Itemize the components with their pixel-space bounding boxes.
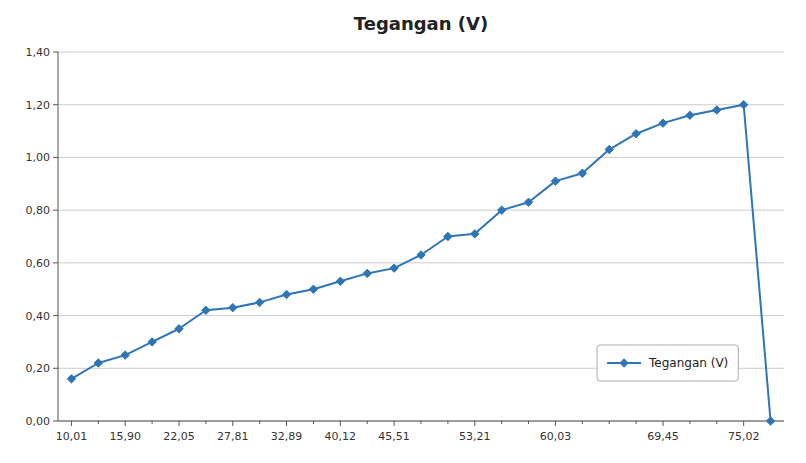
title: Tegangan (V) — [354, 13, 488, 34]
x-tick-label: 60,03 — [540, 430, 572, 443]
point — [444, 232, 452, 240]
x-minor-tick — [259, 421, 260, 424]
point — [229, 303, 237, 311]
grid-line — [58, 157, 784, 158]
point — [175, 325, 183, 333]
y-tick — [53, 52, 58, 53]
x-tick — [340, 421, 341, 426]
x-minor-tick — [501, 421, 502, 424]
y-axis-line — [58, 52, 59, 421]
point — [578, 169, 586, 177]
y-tick-label: 0,00 — [26, 415, 51, 428]
point — [94, 359, 102, 367]
x-minor-tick — [313, 421, 314, 424]
x-tick — [394, 421, 395, 426]
point — [202, 306, 210, 314]
point — [363, 269, 371, 277]
grid-line — [58, 315, 784, 316]
x-minor-tick — [98, 421, 99, 424]
chart: Tegangan (V) 0,00 0,20 0,40 0,60 0,80 1,00 1,20… — [0, 0, 806, 463]
point — [497, 206, 505, 214]
legend-label: Tegangan (V) — [648, 356, 728, 370]
x-tick-label: 75,02 — [728, 430, 760, 443]
x-tick-label: 53,21 — [459, 430, 491, 443]
y-tick — [53, 421, 58, 422]
y-tick — [53, 262, 58, 263]
y-tick — [53, 368, 58, 369]
point — [417, 251, 425, 259]
y-tick-label: 0,60 — [26, 257, 51, 270]
legend-marker — [620, 359, 628, 367]
point — [605, 145, 613, 153]
point — [524, 198, 532, 206]
x-tick — [286, 421, 287, 426]
y-tick-label: 0,20 — [26, 362, 51, 375]
point — [309, 285, 317, 293]
y-tick-label: 0,80 — [26, 204, 51, 217]
x-minor-tick — [367, 421, 368, 424]
x-minor-tick — [152, 421, 153, 424]
y-tick — [53, 104, 58, 105]
x-tick — [663, 421, 664, 426]
y-tick-label: 0,40 — [26, 310, 51, 323]
y-tick — [53, 157, 58, 158]
y-tick-label: 1,20 — [26, 99, 51, 112]
x-minor-tick — [582, 421, 583, 424]
grid — [58, 52, 784, 421]
point — [336, 277, 344, 285]
x-tick-label: 15,90 — [109, 430, 141, 443]
x-tick-label: 27,81 — [217, 430, 249, 443]
x-tick — [179, 421, 180, 426]
grid-line — [58, 52, 784, 53]
point — [390, 264, 398, 272]
x-tick — [71, 421, 72, 426]
x-minor-tick — [716, 421, 717, 424]
x-tick — [555, 421, 556, 426]
axes: 0,00 0,20 0,40 0,60 0,80 1,00 1,20 1,40 10,01 15,… — [26, 46, 785, 443]
x-minor-tick — [205, 421, 206, 424]
legend-box — [597, 345, 738, 381]
line — [71, 105, 770, 421]
x-tick — [743, 421, 744, 426]
x-tick — [474, 421, 475, 426]
point — [551, 177, 559, 185]
y-tick — [53, 210, 58, 211]
x-tick-label: 22,05 — [163, 430, 195, 443]
grid-line — [58, 210, 784, 211]
point — [632, 130, 640, 138]
legend: Tegangan (V) — [597, 345, 738, 381]
point — [659, 119, 667, 127]
grid-line — [58, 262, 784, 263]
x-tick — [125, 421, 126, 426]
x-tick-label: 69,45 — [647, 430, 679, 443]
x-minor-tick — [447, 421, 448, 424]
x-minor-tick — [421, 421, 422, 424]
y-tick-label: 1,40 — [26, 46, 51, 59]
x-tick — [232, 421, 233, 426]
x-tick-label: 40,12 — [325, 430, 357, 443]
x-minor-tick — [528, 421, 529, 424]
point — [67, 375, 75, 383]
x-tick-label: 32,89 — [271, 430, 303, 443]
x-minor-tick — [636, 421, 637, 424]
point — [255, 298, 263, 306]
point — [148, 338, 156, 346]
plot-area — [67, 101, 775, 426]
point — [713, 106, 721, 114]
point — [121, 351, 129, 359]
x-minor-tick — [609, 421, 610, 424]
point — [686, 111, 694, 119]
x-minor-tick — [689, 421, 690, 424]
y-tick — [53, 315, 58, 316]
x-tick-label: 45,51 — [378, 430, 410, 443]
grid-line — [58, 104, 784, 105]
point — [282, 290, 290, 298]
point — [739, 101, 747, 109]
x-tick-label: 10,01 — [56, 430, 88, 443]
y-tick-label: 1,00 — [26, 151, 51, 164]
point — [471, 230, 479, 238]
point — [766, 417, 774, 425]
